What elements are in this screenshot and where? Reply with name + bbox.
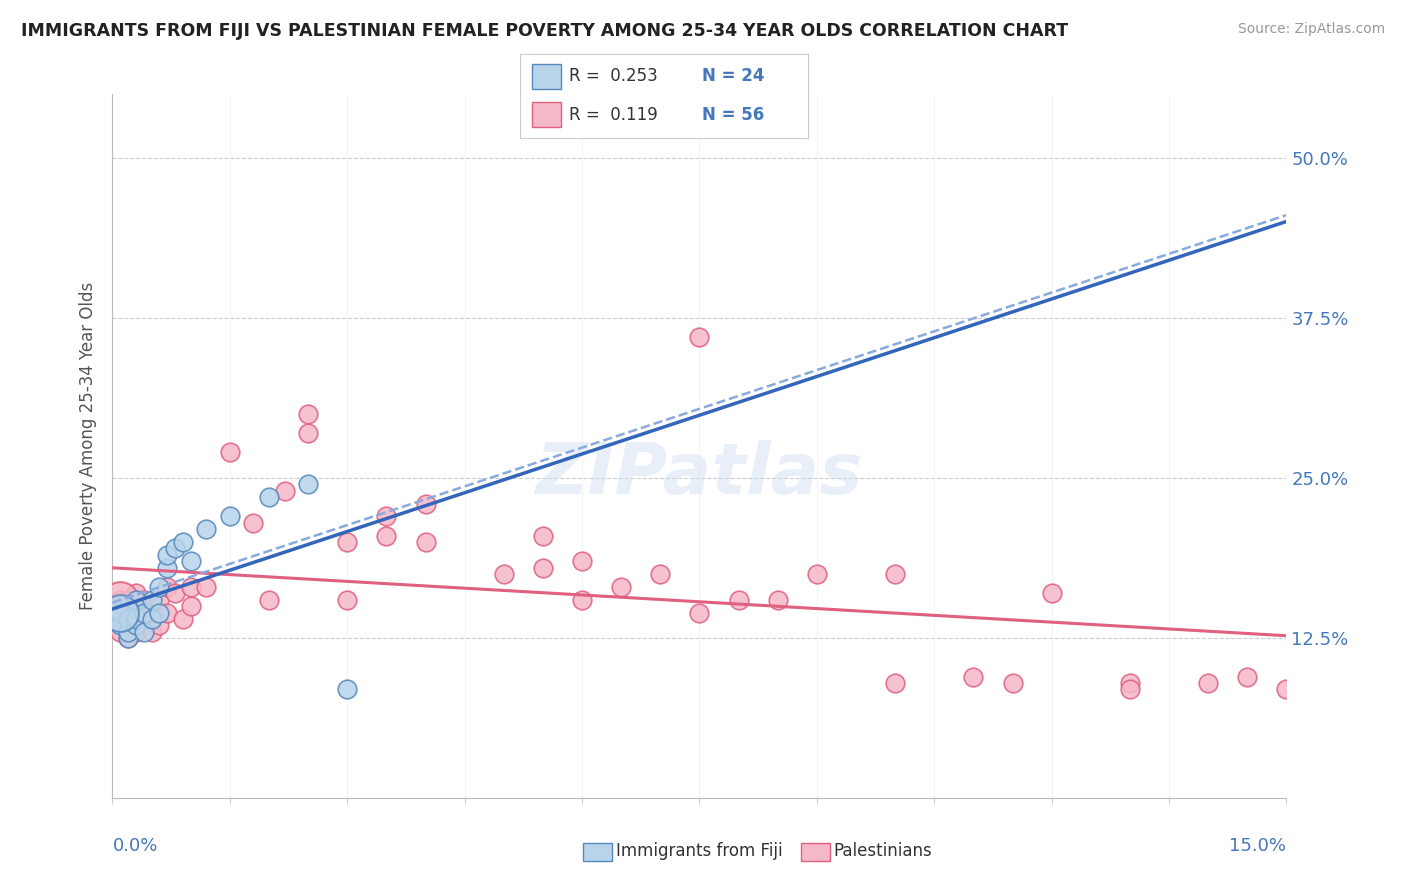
Point <box>273 483 295 498</box>
Point <box>165 586 187 600</box>
Point <box>531 560 554 574</box>
Point <box>132 624 155 639</box>
Point <box>110 618 132 632</box>
Point <box>1275 682 1298 697</box>
Point <box>242 516 264 530</box>
Point <box>141 612 163 626</box>
Point <box>180 599 202 614</box>
Point <box>727 592 749 607</box>
Point <box>141 624 163 639</box>
Point <box>117 612 139 626</box>
Point <box>125 606 148 620</box>
Point <box>117 631 139 645</box>
Point <box>148 592 170 607</box>
Point <box>132 592 155 607</box>
Text: Source: ZipAtlas.com: Source: ZipAtlas.com <box>1237 22 1385 37</box>
Point <box>1236 670 1258 684</box>
Text: N = 24: N = 24 <box>702 68 765 86</box>
Y-axis label: Female Poverty Among 25-34 Year Olds: Female Poverty Among 25-34 Year Olds <box>79 282 97 610</box>
Point <box>180 554 202 568</box>
Point <box>297 407 319 421</box>
Point <box>415 535 437 549</box>
Point <box>148 580 170 594</box>
Point <box>492 567 515 582</box>
Point <box>297 477 319 491</box>
Point <box>110 606 132 620</box>
Point <box>156 560 179 574</box>
Point <box>172 535 194 549</box>
Point <box>117 631 139 645</box>
Text: N = 56: N = 56 <box>702 105 763 123</box>
Point <box>375 529 398 543</box>
Point <box>415 497 437 511</box>
Point <box>257 490 280 504</box>
Point <box>117 624 139 639</box>
Point <box>884 567 907 582</box>
FancyBboxPatch shape <box>531 63 561 89</box>
Point <box>132 618 155 632</box>
Text: Palestinians: Palestinians <box>834 842 932 860</box>
Point <box>125 624 148 639</box>
Point <box>117 612 139 626</box>
Point <box>610 580 633 594</box>
Point <box>650 567 672 582</box>
Point <box>571 592 593 607</box>
Point <box>1001 676 1024 690</box>
Point <box>1197 676 1219 690</box>
Point <box>165 541 187 556</box>
Point <box>125 612 148 626</box>
Point <box>195 522 218 536</box>
Point <box>125 592 148 607</box>
Point <box>141 606 163 620</box>
Point <box>336 535 359 549</box>
Point <box>336 592 359 607</box>
Text: Immigrants from Fiji: Immigrants from Fiji <box>616 842 783 860</box>
Point <box>110 606 132 620</box>
Point <box>148 606 170 620</box>
Point <box>180 580 202 594</box>
Point <box>766 592 789 607</box>
Point <box>110 592 132 607</box>
Point <box>195 580 218 594</box>
Point <box>689 330 711 344</box>
Point <box>336 682 359 697</box>
Text: 0.0%: 0.0% <box>112 837 157 855</box>
Point <box>110 606 132 620</box>
Point <box>1040 586 1063 600</box>
Point <box>156 580 179 594</box>
Point <box>110 624 132 639</box>
Point <box>257 592 280 607</box>
Point <box>1119 682 1142 697</box>
Text: 15.0%: 15.0% <box>1229 837 1286 855</box>
Point <box>375 509 398 524</box>
FancyBboxPatch shape <box>531 102 561 128</box>
Point <box>219 445 242 459</box>
Point <box>219 509 242 524</box>
Point <box>148 618 170 632</box>
Point <box>125 618 148 632</box>
Point <box>806 567 828 582</box>
Point <box>132 606 155 620</box>
Text: R =  0.253: R = 0.253 <box>569 68 658 86</box>
Point <box>110 592 132 607</box>
Point <box>117 592 139 607</box>
Text: IMMIGRANTS FROM FIJI VS PALESTINIAN FEMALE POVERTY AMONG 25-34 YEAR OLDS CORRELA: IMMIGRANTS FROM FIJI VS PALESTINIAN FEMA… <box>21 22 1069 40</box>
Point <box>297 426 319 441</box>
Point <box>156 548 179 562</box>
Text: R =  0.119: R = 0.119 <box>569 105 658 123</box>
Point <box>125 586 148 600</box>
Point <box>172 612 194 626</box>
Point <box>962 670 984 684</box>
Text: ZIPatlas: ZIPatlas <box>536 440 863 508</box>
Point <box>884 676 907 690</box>
Point <box>689 606 711 620</box>
Point <box>156 606 179 620</box>
Point <box>571 554 593 568</box>
Point <box>141 592 163 607</box>
Point <box>1119 676 1142 690</box>
Point <box>531 529 554 543</box>
